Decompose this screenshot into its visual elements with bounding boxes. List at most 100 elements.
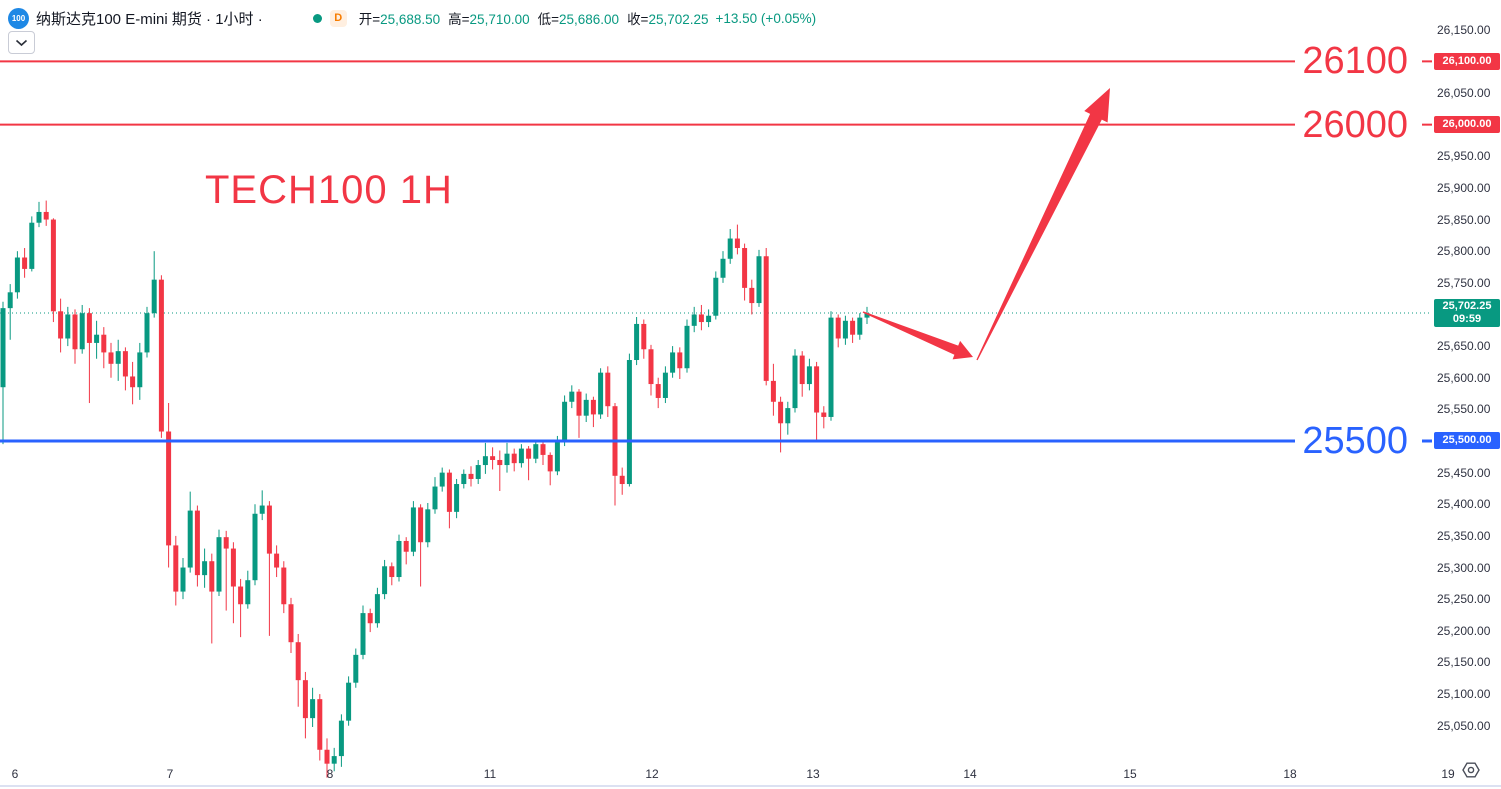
price-tick-label: 25,650.00 (1437, 339, 1491, 354)
time-axis-label: 8 (326, 767, 334, 781)
price-badge-25500: 25,500.00 (1434, 432, 1500, 450)
candle-body (288, 604, 294, 643)
candle-body (670, 352, 676, 373)
candle-body (655, 384, 661, 398)
candle-body (598, 372, 604, 415)
candle-body (252, 513, 258, 581)
candle-body (43, 211, 49, 220)
candle-body (475, 465, 481, 479)
open-pair: 开=25,688.50 (358, 12, 441, 27)
candle-body (727, 238, 733, 259)
candle-body (706, 315, 712, 323)
chevron-down-icon (15, 39, 28, 46)
candle-body (101, 334, 107, 353)
candle-body (367, 613, 373, 624)
candle-body (0, 308, 6, 388)
candle-body (785, 408, 791, 424)
candle-body (713, 277, 719, 316)
candle-body (619, 475, 625, 485)
annotation-arrow[interactable] (862, 311, 973, 360)
candle-body (310, 699, 316, 719)
candle-body (497, 459, 503, 466)
candle-body (108, 352, 114, 364)
candle-body (180, 567, 186, 592)
candle-body (835, 317, 841, 339)
price-tick-label: 25,550.00 (1437, 402, 1491, 417)
candle-body (281, 567, 287, 605)
candle-body (14, 257, 20, 293)
price-tick-label: 25,950.00 (1437, 149, 1491, 164)
last-price-badge: 25,702.25 09:59 (1434, 299, 1500, 328)
collapse-legend-button[interactable] (8, 31, 35, 54)
candle-body (590, 399, 596, 415)
candle-body (814, 366, 820, 413)
candle-body (317, 699, 323, 750)
price-tick-label: 25,400.00 (1437, 497, 1491, 512)
candle-body (202, 561, 208, 576)
candle-body (454, 484, 460, 512)
candle-body (65, 314, 71, 339)
high-value: 25,710.00 (469, 12, 530, 27)
candle-body (230, 548, 236, 587)
candle-body (187, 510, 193, 568)
candle-body (648, 349, 654, 385)
candle-body (677, 352, 683, 369)
candle-body (72, 314, 78, 350)
candle-body (259, 505, 265, 514)
price-tick-label: 25,600.00 (1437, 370, 1491, 385)
level-label-26100[interactable]: 26100 (1296, 42, 1414, 81)
close-value: 25,702.25 (648, 12, 709, 27)
open-value: 25,688.50 (380, 12, 441, 27)
symbol-title[interactable]: 纳斯达克100 E-mini 期货 · 1小时 · (36, 10, 263, 28)
price-tick-label: 26,050.00 (1437, 86, 1491, 100)
price-tick-label: 25,250.00 (1437, 592, 1491, 607)
candle-body (245, 580, 251, 605)
candle-body (324, 749, 330, 764)
price-tick-label: 25,750.00 (1437, 275, 1491, 290)
candle-body (569, 391, 575, 402)
candle-body (29, 222, 35, 269)
price-change: +13.50 (+0.05%) (715, 10, 817, 26)
candle-body (698, 314, 704, 323)
candle-body (130, 376, 136, 388)
candle-body (490, 456, 496, 460)
candle-body (504, 453, 510, 466)
candle-body (770, 380, 776, 402)
candle-body (94, 334, 100, 343)
last-price-time: 09:59 (1452, 313, 1482, 326)
price-badge-26100: 26,100.00 (1434, 52, 1500, 70)
low-value: 25,686.00 (559, 12, 620, 27)
low-pair: 低=25,686.00 (537, 12, 620, 27)
price-badge-26000: 26,000.00 (1434, 116, 1500, 134)
candle-body (36, 211, 42, 223)
candle-body (742, 248, 748, 288)
candle-body (562, 401, 568, 443)
candle-body (338, 720, 344, 757)
candle-body (446, 472, 452, 512)
candle-body (518, 448, 524, 464)
axis-settings-button[interactable] (1461, 760, 1481, 785)
candle-body (173, 545, 179, 592)
candle-body (209, 561, 215, 592)
interval-d-badge: D (329, 9, 347, 27)
candle-body (850, 320, 856, 335)
candle-body (662, 372, 668, 398)
ohlc-legend: 开=25,688.50 高=25,710.00 低=25,686.00 收=25… (359, 8, 816, 28)
price-tick-label: 25,100.00 (1437, 687, 1491, 702)
level-label-26000[interactable]: 26000 (1296, 105, 1414, 144)
price-tick-label: 25,150.00 (1437, 655, 1491, 670)
candle-body (389, 566, 395, 578)
candle-body (396, 540, 402, 578)
candle-body (439, 472, 445, 487)
annotation-arrow[interactable] (976, 88, 1110, 361)
gear-hexagon-icon (1462, 762, 1480, 778)
candle-body (346, 682, 352, 721)
candle-body (382, 566, 388, 595)
level-label-25500[interactable]: 25500 (1296, 421, 1414, 460)
candle-body (374, 594, 380, 624)
candle-body (806, 366, 812, 385)
candle-body (216, 537, 222, 592)
candle-body (7, 292, 13, 309)
time-axis-label: 14 (963, 767, 977, 781)
